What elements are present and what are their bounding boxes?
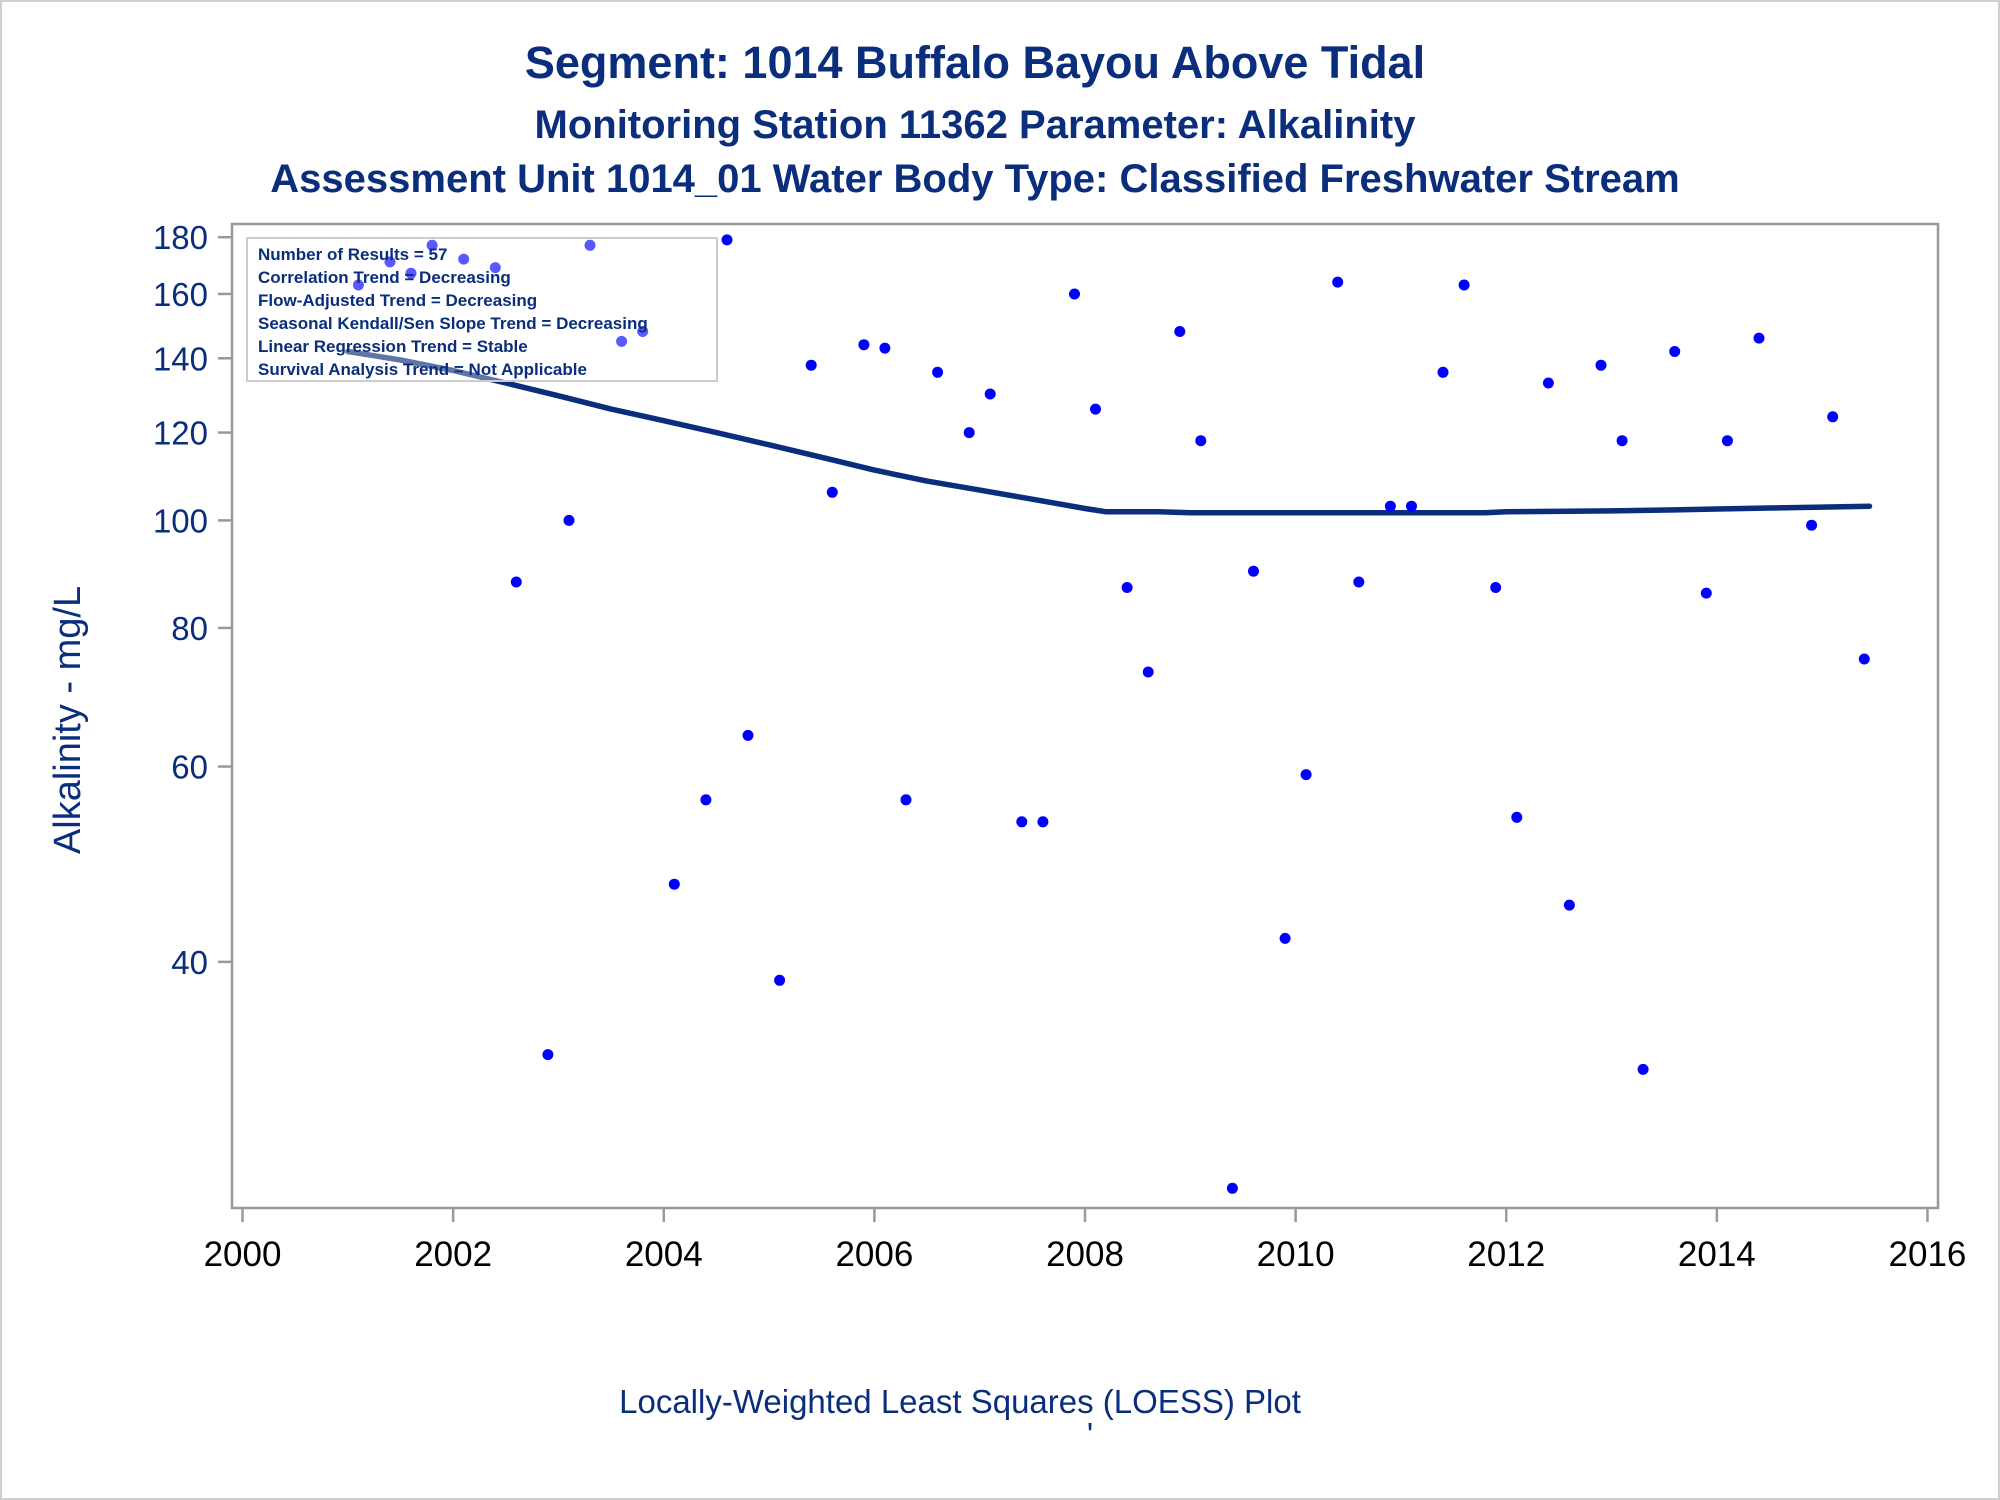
data-point [1595,359,1607,371]
data-point [1437,366,1449,378]
data-point [1669,346,1681,357]
chart-subtitle: Monitoring Station 11362 Parameter: Alka… [535,103,1417,147]
data-point [426,239,438,251]
data-point [932,366,944,378]
y-tick-label: 100 [153,502,208,539]
stats-line: Linear Regression Trend = Stable [258,337,528,356]
x-tick-label: 2002 [414,1235,492,1274]
data-point [1016,816,1028,828]
data-point [700,794,712,806]
chart-title: Segment: 1014 Buffalo Bayou Above Tidal [525,37,1425,88]
data-point [668,878,680,890]
data-point [1300,769,1312,781]
footnote-mark: ' [1087,1416,1093,1453]
data-point [1332,276,1344,288]
data-point [1637,1063,1649,1075]
data-point [405,267,417,279]
stats-box-text: Number of Results = 57 Correlation Trend … [258,245,648,379]
data-point [1511,811,1523,823]
y-tick-label: 80 [171,610,208,647]
x-tick-label: 2014 [1678,1235,1756,1274]
stats-line: Number of Results = 57 [258,245,447,264]
data-point [1406,500,1417,512]
y-tick-label: 180 [153,219,208,256]
data-point [1279,932,1291,944]
data-point [1858,653,1870,665]
data-point [542,1049,554,1061]
data-point [1458,279,1470,291]
data-point [1384,500,1396,512]
stats-box [246,237,718,382]
data-point [1806,519,1818,531]
data-point [1563,899,1575,911]
loess-series [345,348,1873,516]
stats-line: Seasonal Kendall/Sen Slope Trend = Decre… [258,314,648,333]
data-point [721,234,733,246]
data-point [1121,582,1133,593]
y-tick-label: 40 [171,944,208,981]
data-point [1700,587,1712,599]
data-point [1616,435,1628,447]
data-point [1069,288,1080,300]
loess-curve [345,348,1873,516]
data-point [584,239,596,251]
x-tick-label: 2016 [1889,1235,1967,1274]
y-tick-label: 140 [153,340,208,377]
data-point [742,729,754,741]
data-point [1142,666,1154,678]
data-point [637,326,649,337]
x-tick-label: 2008 [1046,1235,1124,1274]
chart-subtitle-2: Assessment Unit 1014_01 Water Body Type:… [270,157,1679,201]
x-axis: 2000 2002 2004 2006 2008 2010 2012 2014 2016 [204,1208,1967,1274]
data-point [1226,1182,1238,1194]
x-tick-label: 2004 [625,1235,703,1274]
data-point [900,794,912,806]
stats-line: Survival Analysis Trend = Not Applicable [258,360,587,379]
data-point [616,335,628,347]
data-point [984,388,996,400]
x-tick-label: 2010 [1257,1235,1335,1274]
data-point [489,262,501,274]
data-point [1753,332,1765,344]
data-point [774,974,786,986]
y-tick-label: 120 [153,415,208,452]
data-point [805,359,817,371]
y-axis-title: Alkalinity - mg/L [47,586,89,854]
data-point [1542,377,1554,389]
data-point [1090,403,1101,415]
data-point [563,514,575,526]
data-point [1195,435,1207,447]
y-axis: 40 60 80 100 120 140 160 180 [153,219,232,981]
data-point [1248,565,1259,577]
data-point [1174,326,1186,337]
data-point [1037,816,1049,828]
data-point [1353,576,1365,588]
y-tick-label: 60 [171,749,208,786]
data-point [826,486,838,498]
x-tick-label: 2012 [1467,1235,1545,1274]
stats-line: Flow-Adjusted Trend = Decreasing [258,291,537,310]
data-point [1721,435,1733,447]
data-point [458,253,470,265]
y-tick-label: 160 [153,276,208,313]
data-points [352,234,1870,1194]
data-point [1490,582,1502,593]
data-point [1827,411,1839,423]
x-tick-label: 2000 [204,1235,282,1274]
data-point [879,342,891,354]
data-point [510,576,522,588]
stats-line: Correlation Trend = Decreasing [258,268,511,287]
data-point [963,427,975,439]
data-point [384,256,396,268]
data-point [858,339,870,351]
data-point [352,279,364,291]
x-tick-label: 2006 [835,1235,913,1274]
chart-footnote: Locally-Weighted Least Squares (LOESS) P… [619,1383,1301,1420]
